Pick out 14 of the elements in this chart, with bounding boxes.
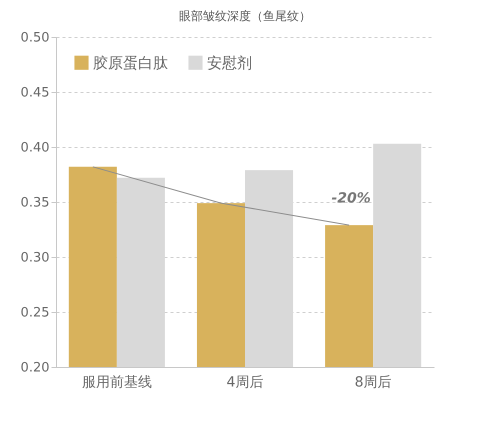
- y-tick-label: 0.50: [20, 30, 50, 46]
- y-tick-label: 0.40: [20, 140, 50, 156]
- y-tick-label: 0.20: [20, 360, 50, 376]
- x-tick-label: 8周后: [354, 374, 392, 390]
- y-tick-label: 0.45: [20, 86, 50, 100]
- legend-label: 安慰剂: [207, 54, 252, 72]
- chart-title: 眼部皱纹深度（鱼尾纹）: [179, 9, 311, 23]
- y-tick-label: 0.35: [20, 196, 50, 210]
- annotation: -20%: [331, 190, 371, 207]
- x-tick-label: 4周后: [226, 374, 264, 390]
- y-tick-label: 0.25: [20, 306, 50, 320]
- x-tick-label: 服用前基线: [82, 374, 152, 390]
- y-tick-label: 0.30: [20, 250, 50, 266]
- legend-label: 胶原蛋白肽: [93, 54, 168, 72]
